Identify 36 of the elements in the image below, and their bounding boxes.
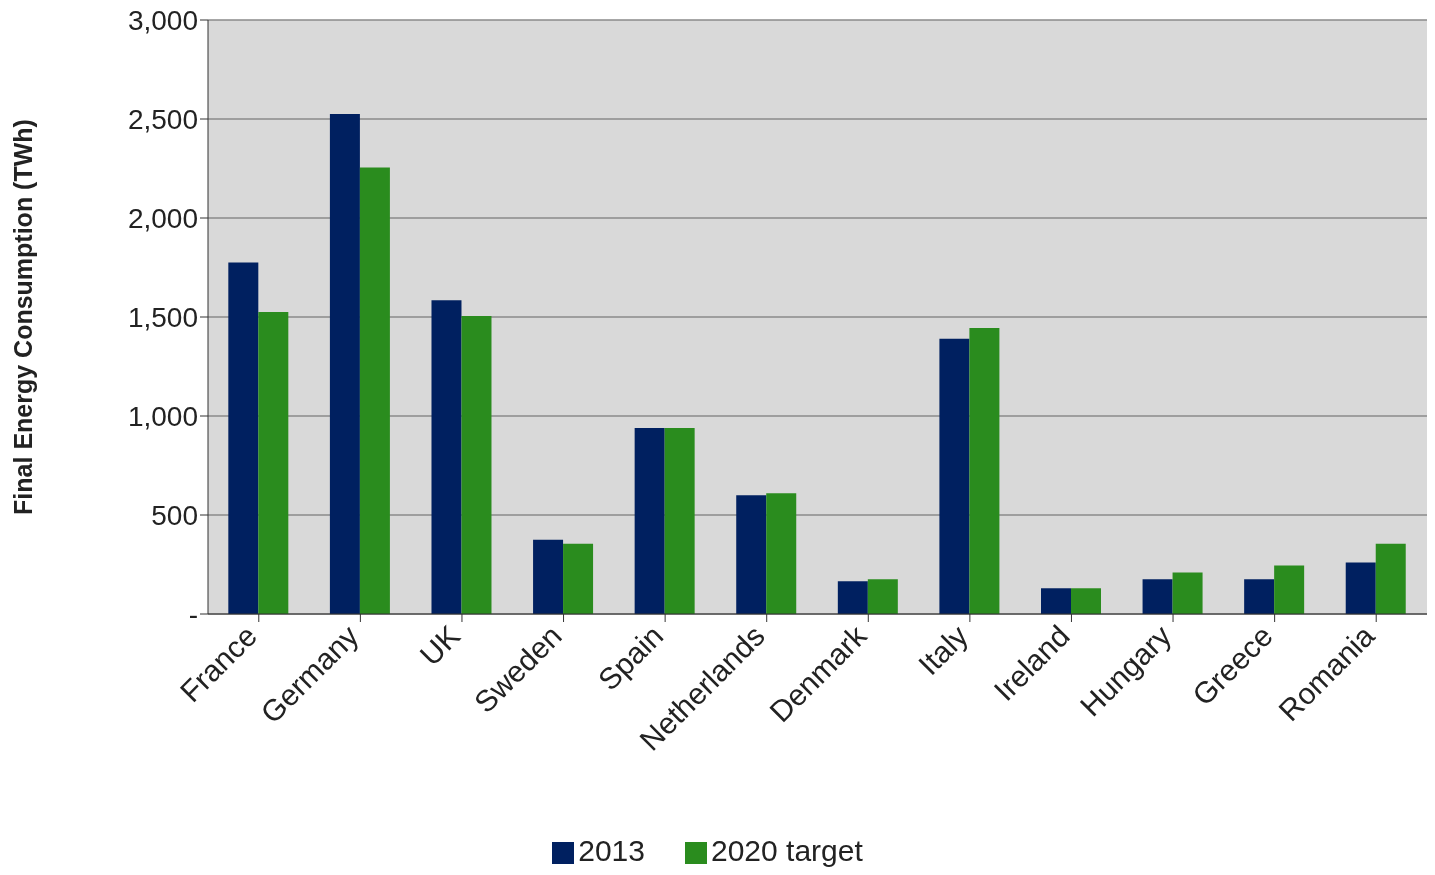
legend-label: 2020 target	[710, 834, 863, 867]
y-tick-label: -	[188, 598, 198, 630]
bar	[766, 493, 797, 614]
y-tick-label: 500	[151, 499, 198, 531]
y-axis-title: Final Energy Consumption (TWh)	[8, 119, 37, 515]
bar	[1345, 562, 1376, 614]
y-tick-label: 3,000	[127, 4, 198, 36]
bar	[563, 543, 594, 614]
bar	[634, 427, 665, 614]
bar	[1244, 579, 1275, 614]
bar	[1274, 565, 1305, 614]
bar	[1040, 588, 1071, 614]
bar	[939, 338, 970, 614]
bar	[664, 427, 695, 614]
bar	[1070, 588, 1101, 614]
bar	[258, 312, 289, 614]
bar	[533, 539, 564, 614]
y-tick-label: 2,500	[127, 103, 198, 135]
bar	[1142, 579, 1173, 614]
bar	[969, 327, 1000, 614]
bar	[1172, 572, 1203, 614]
bar	[736, 495, 767, 614]
bar	[837, 581, 868, 614]
x-tick-label: Italy	[911, 618, 975, 682]
bar	[461, 316, 492, 614]
bar	[228, 262, 259, 614]
y-tick-label: 2,000	[127, 202, 198, 234]
bar	[431, 300, 462, 614]
y-tick-label: 1,500	[127, 301, 198, 333]
legend-label: 2013	[578, 834, 645, 867]
y-tick-label: 1,000	[127, 400, 198, 432]
x-tick-label: UK	[413, 618, 467, 672]
bar	[1375, 543, 1406, 614]
bar	[359, 167, 390, 614]
bar	[329, 114, 360, 614]
bar	[867, 579, 898, 614]
